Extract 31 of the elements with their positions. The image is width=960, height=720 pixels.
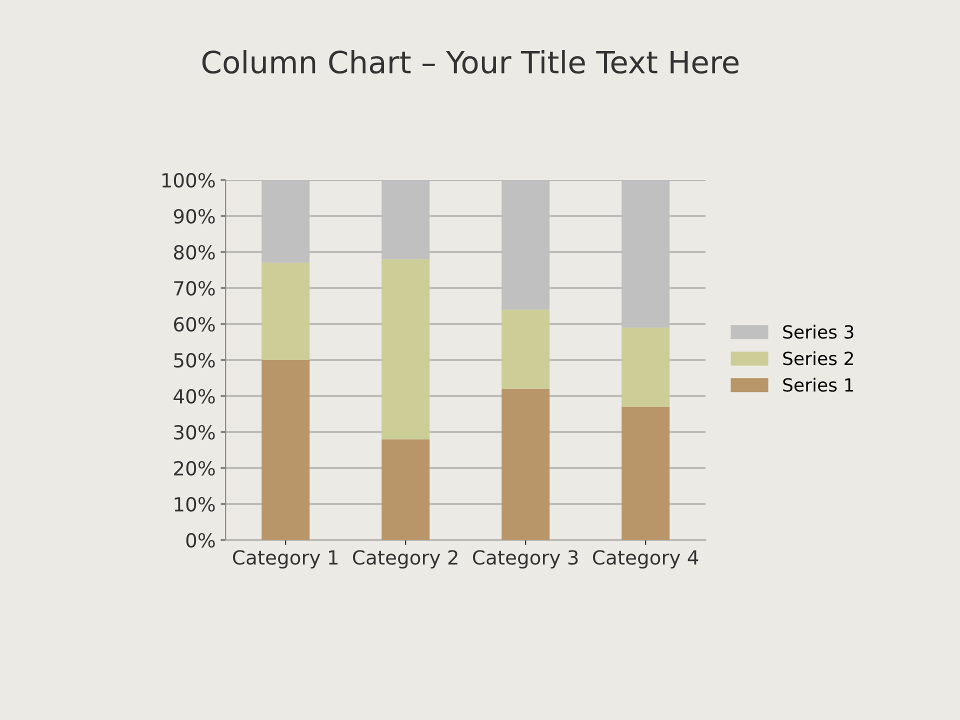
- y-tick-label: 90%: [174, 208, 215, 224]
- y-tick-label: 60%: [174, 316, 215, 332]
- legend-label: Series 2: [783, 351, 853, 366]
- bar: [382, 259, 430, 440]
- bar: [382, 439, 430, 540]
- bar: [262, 360, 310, 540]
- y-tick-label: 30%: [174, 424, 215, 440]
- y-tick-label: 50%: [174, 352, 215, 368]
- bar: [502, 180, 550, 310]
- bar: [382, 180, 430, 260]
- bar: [502, 310, 550, 389]
- bar: [622, 406, 670, 540]
- legend-label: Series 3: [783, 324, 854, 339]
- legend-label: Series 1: [783, 378, 854, 392]
- chart-title: Column Chart – Your Title Text Here: [202, 50, 739, 74]
- bar: [262, 180, 310, 263]
- bar: [502, 388, 550, 540]
- bar: [622, 328, 670, 407]
- x-tick-label: Category 3: [473, 550, 578, 569]
- y-tick-label: 70%: [174, 280, 215, 296]
- x-tick-label: Category 1: [233, 550, 338, 569]
- bar: [262, 262, 310, 360]
- y-tick-label: 100%: [162, 172, 215, 188]
- y-tick-label: 20%: [174, 460, 215, 476]
- y-tick-label: 0%: [186, 532, 215, 548]
- x-tick-label: Category 2: [353, 550, 458, 569]
- y-tick-label: 40%: [174, 388, 215, 404]
- x-tick-label: Category 4: [593, 550, 698, 569]
- y-tick-label: 80%: [174, 244, 215, 260]
- y-tick-label: 10%: [174, 496, 215, 512]
- bar: [622, 180, 670, 328]
